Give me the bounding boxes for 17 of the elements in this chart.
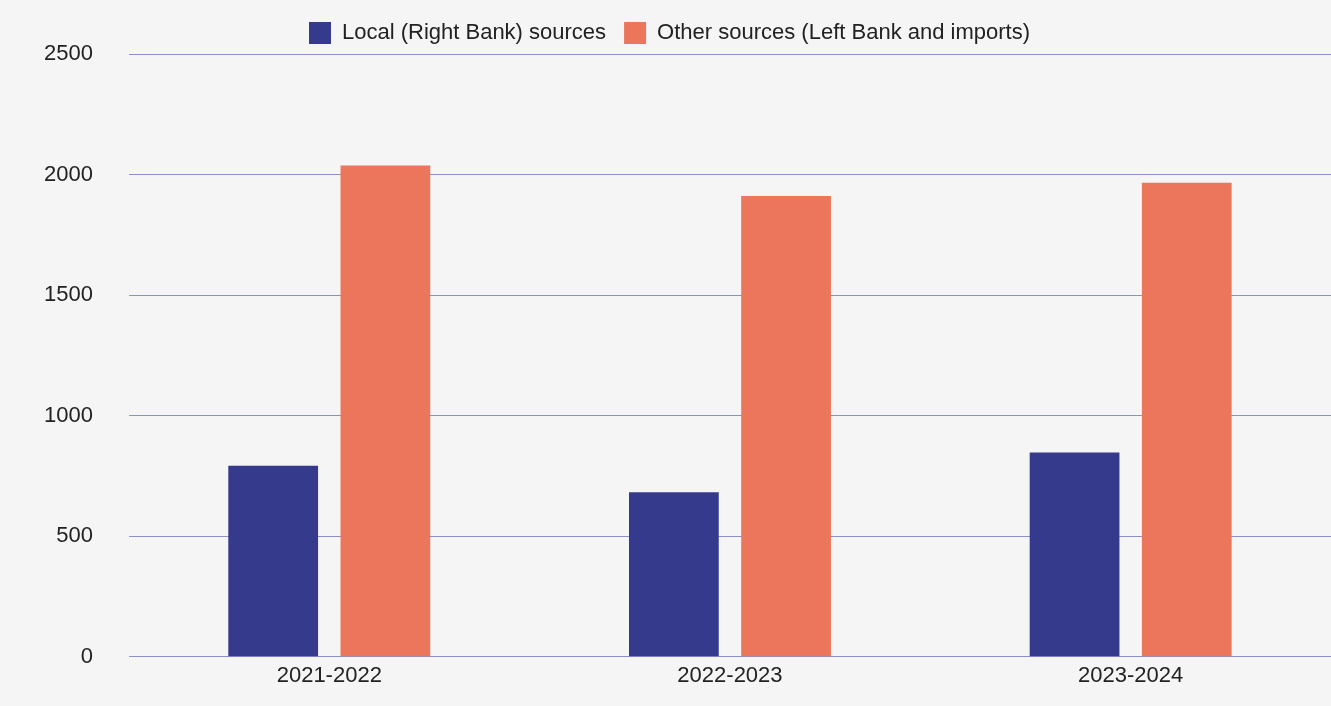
x-tick-label: 2023-2024 (1078, 662, 1184, 688)
x-tick-label: 2021-2022 (276, 662, 382, 688)
bar (1141, 182, 1232, 657)
legend-label: Other sources (Left Bank and imports) (657, 19, 1031, 45)
y-tick-label: 2000 (43, 160, 93, 186)
y-tick-label: 500 (56, 522, 93, 548)
y-tick-label: 1500 (43, 281, 93, 307)
y-tick-label: 1000 (43, 401, 93, 427)
bar (741, 196, 831, 657)
bar (340, 165, 431, 657)
bar (629, 492, 719, 657)
bar (228, 465, 319, 657)
bar (1029, 452, 1120, 657)
legend-label: Local (Right Bank) sources (341, 19, 607, 45)
y-tick-label: 0 (80, 642, 93, 668)
x-tick-label: 2022-2023 (677, 662, 783, 688)
y-tick-label: 2500 (43, 40, 93, 66)
